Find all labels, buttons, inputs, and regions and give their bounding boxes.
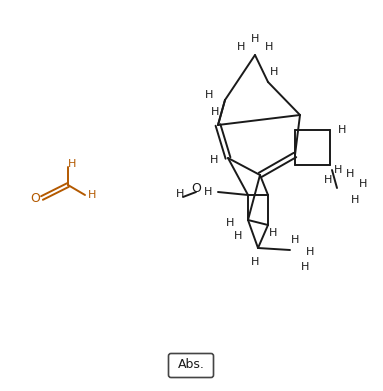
Text: H: H [204,187,212,197]
Text: O: O [30,192,40,204]
Text: H: H [301,262,309,272]
Text: H: H [291,235,299,245]
Text: H: H [306,247,314,257]
Text: H: H [338,125,346,135]
Text: H: H [237,42,245,52]
Text: H: H [205,90,213,100]
Text: H: H [270,67,278,77]
Text: H: H [234,231,242,241]
Text: H: H [265,42,273,52]
Text: H: H [176,189,184,199]
FancyBboxPatch shape [169,353,213,377]
Text: H: H [251,257,259,267]
Text: H: H [68,159,76,169]
Text: H: H [210,155,218,165]
Text: H: H [88,190,96,200]
Text: Abs.: Abs. [178,357,205,371]
Text: H: H [351,195,359,205]
Text: H: H [211,107,219,117]
Text: H: H [324,175,332,185]
Text: H: H [251,34,259,44]
Text: H: H [346,169,354,179]
Text: H: H [269,228,277,238]
Text: H: H [226,218,234,228]
Text: O: O [191,183,201,196]
Text: H: H [359,179,367,189]
Text: H: H [334,165,342,175]
